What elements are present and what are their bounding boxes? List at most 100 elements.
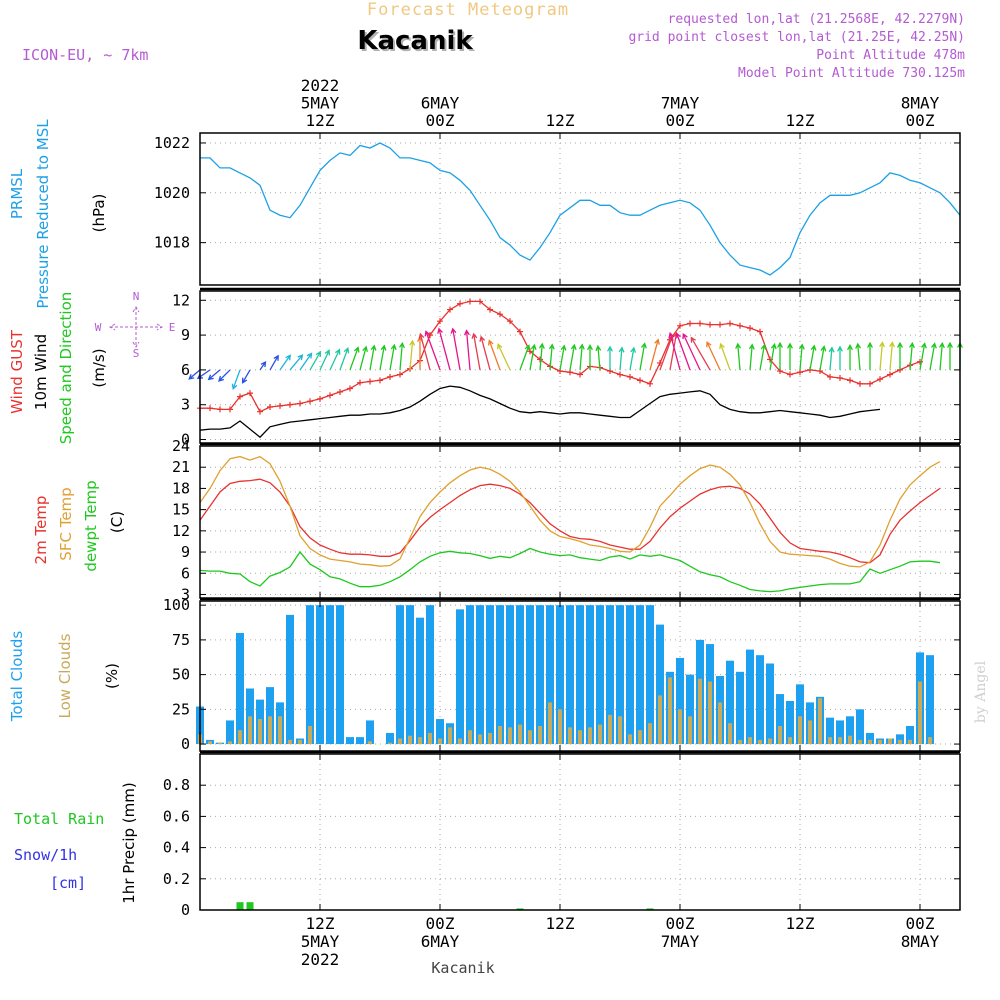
low-cloud-bar — [238, 730, 242, 745]
low-cloud-bar — [698, 678, 702, 745]
low-cloud-bar — [578, 730, 582, 745]
wind-arrow — [279, 354, 291, 371]
low-cloud-bar — [488, 732, 492, 745]
gust-marker — [247, 390, 253, 397]
wind-arrow — [409, 339, 416, 370]
low-cloud-bar — [648, 723, 652, 745]
wind-arrow — [538, 342, 545, 370]
wind-arrow — [675, 332, 691, 371]
total-cloud-bar — [746, 649, 754, 745]
total-cloud-bar — [336, 605, 344, 745]
temperature-ytick-label: 3 — [181, 585, 190, 603]
rain-bar — [646, 908, 654, 910]
gust-marker — [447, 306, 453, 313]
total-cloud-bar — [866, 732, 874, 745]
wind-arrow — [319, 349, 331, 371]
bottom-time-label: 8MAY — [901, 932, 940, 951]
temperature-ytick-label: 24 — [172, 437, 190, 455]
temperature-2m-line — [199, 478, 941, 564]
low-cloud-bar — [218, 742, 222, 745]
wind-arrow — [947, 341, 953, 370]
gust-marker — [227, 406, 233, 413]
low-clouds-label: Low Clouds — [56, 633, 74, 718]
temperature-ytick-label: 9 — [181, 543, 190, 561]
low-cloud-bar — [288, 739, 292, 745]
total-cloud-bar — [236, 632, 244, 745]
low-cloud-bar — [768, 738, 772, 745]
low-cloud-bar — [428, 732, 432, 745]
sfc-temp-label: SFC Temp — [57, 487, 75, 560]
wind-arrow — [629, 346, 637, 371]
total-cloud-bar — [406, 605, 414, 745]
low-cloud-bar — [538, 726, 542, 745]
total-cloud-bar — [656, 624, 664, 745]
pressure-plot-bg — [200, 133, 960, 285]
low-cloud-bar — [758, 739, 762, 745]
gust-marker — [467, 298, 473, 305]
gust-marker — [617, 371, 623, 378]
wind-arrow — [329, 348, 341, 371]
total-cloud-bar — [516, 605, 524, 745]
total-cloud-bar — [786, 701, 794, 745]
precip-ytick-label: 0.8 — [163, 776, 190, 794]
total-cloud-bar — [526, 605, 534, 745]
low-cloud-bar — [368, 741, 372, 745]
gust-marker — [707, 321, 713, 328]
wind-arrow — [241, 369, 251, 384]
low-cloud-bar — [708, 681, 712, 745]
low-cloud-bar — [688, 716, 692, 745]
wind-arrow — [359, 345, 368, 371]
pressure-series-line — [200, 142, 961, 276]
wind-speed-direction-label: Speed and Direction — [57, 292, 75, 445]
low-cloud-bar — [638, 730, 642, 745]
wind-ytick-label: 12 — [172, 291, 190, 309]
low-cloud-bar — [408, 735, 412, 745]
total-cloud-bar — [756, 655, 764, 745]
low-cloud-bar — [848, 735, 852, 745]
bottom-time-label: 00Z — [666, 914, 695, 933]
bottom-time-label: 12Z — [306, 914, 335, 933]
total-cloud-bar — [836, 720, 844, 745]
wind-arrow — [188, 369, 201, 380]
low-cloud-bar — [748, 737, 752, 745]
rain-bar — [246, 902, 254, 910]
bottom-time-label: 6MAY — [421, 932, 460, 951]
wind-arrow — [218, 369, 231, 382]
low-cloud-bar — [248, 716, 252, 745]
wind-arrow — [867, 341, 873, 370]
gust-marker — [517, 328, 523, 335]
wind-arrow — [828, 346, 835, 370]
wind-arrow — [339, 347, 350, 371]
low-cloud-bar — [858, 739, 862, 745]
low-cloud-bar — [928, 737, 932, 745]
gust-marker — [747, 325, 753, 332]
rain-bar — [516, 908, 524, 910]
total-cloud-bar — [626, 605, 634, 745]
gust-marker — [727, 320, 733, 327]
precip-plot-bg — [200, 754, 960, 910]
total-cloud-bar — [266, 687, 274, 745]
bottom-time-label: 12Z — [546, 914, 575, 933]
wind-arrow — [607, 345, 613, 370]
gust-marker — [697, 320, 703, 327]
temp-unit-label: (C) — [108, 511, 126, 533]
total-cloud-bar — [636, 605, 644, 745]
pressure-ytick-label: 1022 — [154, 134, 190, 152]
pressure-frame — [199, 132, 961, 286]
gust-marker — [507, 318, 513, 325]
wind-arrow — [682, 332, 701, 371]
low-cloud-bar — [518, 724, 522, 745]
wind-10m-label: 10m Wind — [32, 334, 50, 410]
grid-point-coords: grid point closest lon,lat (21.25E, 42.2… — [628, 30, 965, 45]
total-cloud-bar — [546, 605, 554, 745]
gust-marker — [377, 377, 383, 384]
dewpt-label: dewpt Temp — [82, 480, 100, 571]
low-cloud-bar — [588, 727, 592, 745]
top-time-label: 00Z — [906, 111, 935, 130]
wind-arrow — [463, 329, 471, 370]
low-cloud-bar — [908, 739, 912, 745]
gust-marker — [867, 380, 873, 387]
total-cloud-bar — [856, 709, 864, 745]
wind-arrow — [207, 369, 221, 381]
